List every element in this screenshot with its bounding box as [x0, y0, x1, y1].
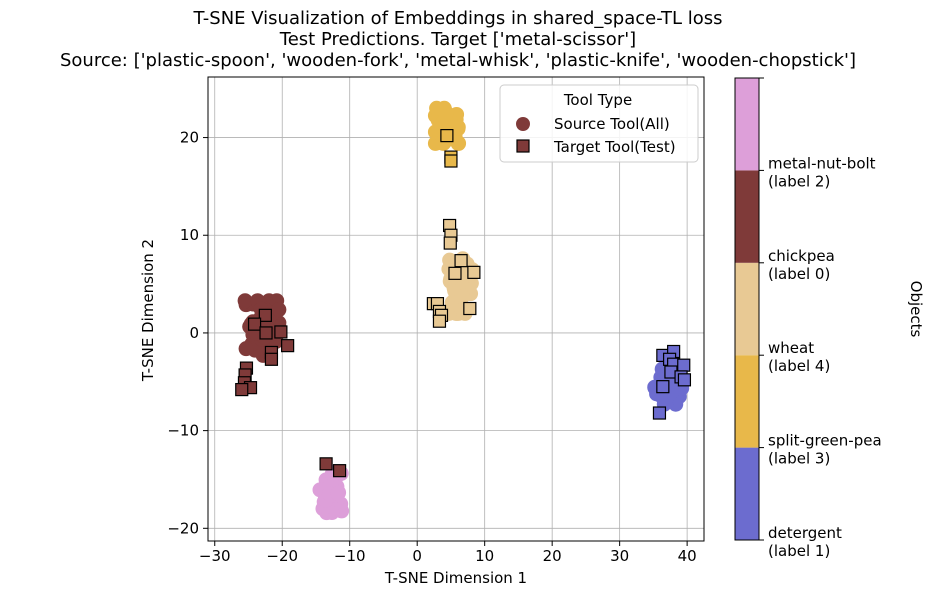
y-axis-label: T-SNE Dimension 2 [139, 239, 157, 382]
chart-title: T-SNE Visualization of Embeddings in sha… [60, 8, 856, 71]
target-point-wheat [443, 236, 457, 250]
y-tick-label: −10 [167, 422, 199, 440]
legend-marker-source [516, 117, 530, 131]
target-point-split-green-pea [444, 154, 458, 168]
target-point-chickpea [274, 325, 288, 339]
target-point-detergent [652, 406, 667, 420]
legend-title: Tool Type [563, 91, 632, 109]
target-point-chickpea [264, 352, 279, 366]
colorbar-label-split-green-pea: split-green-pea [768, 432, 882, 450]
x-tick-label: 20 [543, 547, 562, 565]
source-point-split-green-pea [451, 135, 467, 151]
target-point-chickpea [247, 317, 262, 331]
source-point-chickpea [237, 293, 253, 309]
x-tick-label: −30 [199, 547, 231, 565]
colorbar-segment-detergent [735, 447, 759, 540]
y-tick-label: 20 [180, 129, 199, 147]
target-point-chickpea [259, 326, 273, 340]
plot-frame [207, 76, 705, 542]
source-point-metal-nut-bolt [330, 486, 346, 502]
target-point-wheat [448, 266, 462, 280]
colorbar-segment-split-green-pea [735, 355, 759, 448]
x-tick-label: 0 [412, 547, 422, 565]
colorbar-segment-wheat [735, 262, 759, 356]
target-point-wheat [463, 301, 477, 316]
colorbar: detergent(label 1)split-green-pea(label … [734, 77, 925, 560]
y-tick-label: 0 [189, 324, 199, 342]
colorbar-sublabel-chickpea: (label 0) [768, 265, 830, 283]
colorbar-sublabel-split-green-pea: (label 3) [768, 450, 830, 468]
legend-label-source: Source Tool(All) [554, 115, 670, 133]
target-point-chickpea [281, 339, 295, 353]
source-point-wheat [454, 289, 470, 305]
target-point-detergent [656, 380, 670, 394]
colorbar-segment-metal-nut-bolt [735, 78, 759, 171]
colorbar-sublabel-detergent: (label 1) [768, 542, 830, 560]
target-point-chickpea [258, 308, 272, 322]
target-point-chickpea [235, 382, 249, 397]
target-point-split-green-pea [440, 129, 454, 143]
colorbar-sublabel-metal-nut-bolt: (label 2) [768, 172, 830, 190]
colorbar-title: Objects [907, 281, 925, 338]
x-tick-label: 40 [678, 547, 697, 565]
source-point-wheat [442, 252, 458, 268]
colorbar-sublabel-wheat: (label 4) [768, 357, 830, 375]
colorbar-segment-chickpea [735, 170, 759, 263]
x-tick-label: 10 [475, 547, 494, 565]
legend: Tool Type Source Tool(All) Target Tool(Tes… [499, 84, 699, 163]
target-point-chickpea [332, 464, 347, 478]
x-axis-label: T-SNE Dimension 1 [384, 569, 527, 587]
colorbar-label-detergent: detergent [768, 524, 842, 542]
source-point-split-green-pea [438, 106, 454, 122]
colorbar-frame [734, 77, 760, 541]
x-tick-label: 30 [610, 547, 629, 565]
x-tick-label: −20 [266, 547, 298, 565]
legend-marker-target [516, 139, 530, 153]
legend-box [499, 84, 699, 163]
title-line-1: T-SNE Visualization of Embeddings in sha… [192, 8, 722, 29]
title-line-3: Source: ['plastic-spoon', 'wooden-fork',… [60, 50, 856, 71]
plot-points [235, 100, 692, 521]
y-tick-label: 10 [180, 226, 199, 244]
colorbar-label-chickpea: chickpea [768, 247, 835, 265]
colorbar-label-wheat: wheat [768, 339, 814, 357]
target-point-detergent [677, 358, 691, 372]
target-point-wheat [454, 254, 468, 268]
title-line-2: Test Predictions. Target ['metal-scissor… [279, 29, 636, 50]
target-point-wheat [467, 265, 481, 279]
target-point-wheat [432, 314, 447, 328]
x-tick-label: −10 [334, 547, 366, 565]
colorbar-label-metal-nut-bolt: metal-nut-bolt [768, 154, 876, 172]
source-point-chickpea [271, 302, 287, 318]
legend-label-target: Target Tool(Test) [553, 138, 676, 156]
source-point-chickpea [238, 341, 254, 357]
y-tick-label: −20 [167, 519, 199, 537]
target-point-detergent [677, 373, 692, 387]
target-point-chickpea [319, 457, 333, 471]
